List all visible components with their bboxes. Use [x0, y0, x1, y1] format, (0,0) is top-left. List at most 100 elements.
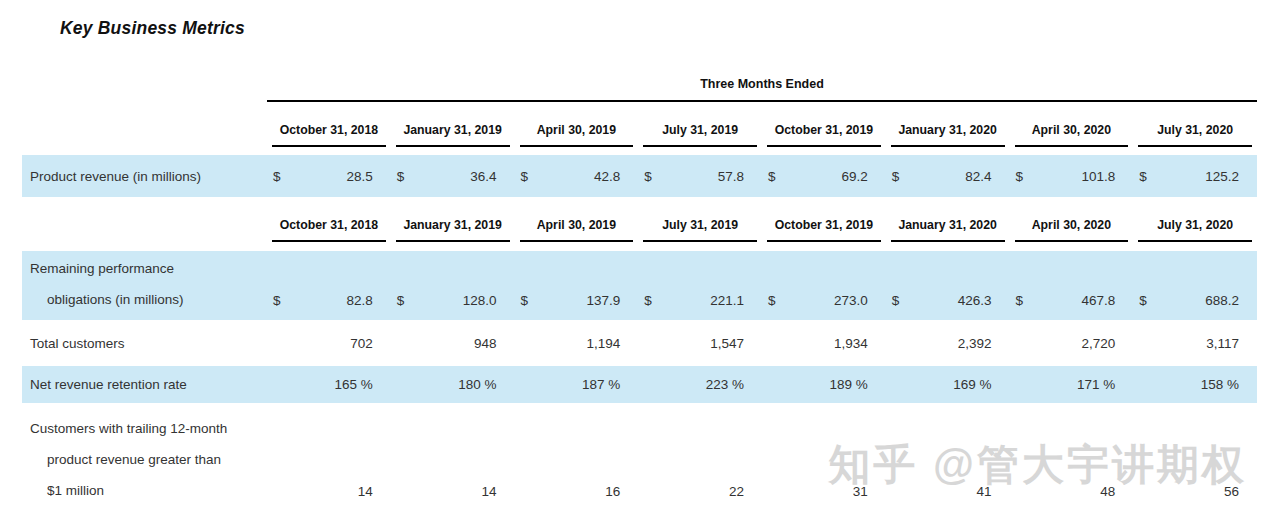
- currency-symbol: $: [644, 293, 652, 308]
- table-cell: $467.8: [1010, 293, 1134, 320]
- table-cell: 223 %: [638, 377, 762, 392]
- row-label-line: Customers with trailing 12-month: [30, 413, 267, 444]
- column-header-rule: [396, 145, 510, 147]
- column-header-label: October 31, 2019: [762, 213, 886, 240]
- cell-value: 14: [358, 484, 373, 499]
- column-header-rule: [767, 240, 881, 242]
- column-header-rule: [891, 145, 1005, 147]
- row-label-line: $1 million: [30, 475, 267, 506]
- document-page: Key Business Metrics Three Months Ended …: [0, 0, 1269, 516]
- row-label-line: Remaining performance: [30, 253, 267, 284]
- cell-value: 223 %: [706, 377, 744, 392]
- cell-value: 187 %: [582, 377, 620, 392]
- column-header: October 31, 2018: [267, 213, 391, 242]
- cell-value: 688.2: [1205, 293, 1239, 308]
- cell-value: 702: [350, 336, 373, 351]
- cell-value: 22: [729, 484, 744, 499]
- currency-symbol: $: [892, 293, 900, 308]
- table-row-total-customers: Total customers7029481,1941,5471,9342,39…: [22, 320, 1257, 366]
- column-header-label: October 31, 2018: [267, 118, 391, 145]
- cell-value: 273.0: [834, 293, 868, 308]
- watermark: 知乎 @管大宇讲期权: [828, 437, 1247, 493]
- table-cell: $426.3: [886, 293, 1010, 320]
- table-cell: $28.5: [267, 169, 391, 184]
- table-cell: 3,117: [1133, 336, 1257, 351]
- cell-value: 180 %: [458, 377, 496, 392]
- column-header-rule: [272, 145, 386, 147]
- column-header-rule: [643, 240, 757, 242]
- table-cell: 187 %: [515, 377, 639, 392]
- currency-symbol: $: [397, 293, 405, 308]
- column-header: July 31, 2020: [1133, 213, 1257, 242]
- table-cell: $273.0: [762, 293, 886, 320]
- cell-value: 165 %: [334, 377, 372, 392]
- cell-value: 3,117: [1206, 336, 1239, 351]
- column-header-label: April 30, 2019: [515, 118, 639, 145]
- table-cell: $82.4: [886, 169, 1010, 184]
- table-cell: 165 %: [267, 377, 391, 392]
- column-header: October 31, 2018: [267, 118, 391, 147]
- column-header-rule: [1138, 145, 1252, 147]
- currency-symbol: $: [521, 293, 529, 308]
- page-title: Key Business Metrics: [60, 18, 1269, 39]
- column-header-rule: [643, 145, 757, 147]
- cell-value: 82.4: [965, 169, 991, 184]
- column-header-label: July 31, 2019: [638, 213, 762, 240]
- column-header: April 30, 2019: [515, 213, 639, 242]
- currency-symbol: $: [397, 169, 405, 184]
- currency-symbol: $: [768, 169, 776, 184]
- group-header-row: Three Months Ended: [22, 77, 1257, 102]
- column-header: October 31, 2019: [762, 118, 886, 147]
- cell-value: 1,547: [710, 336, 744, 351]
- column-header: January 31, 2020: [886, 213, 1010, 242]
- column-header-rule: [272, 240, 386, 242]
- table-cell: $137.9: [515, 293, 639, 320]
- column-header: January 31, 2020: [886, 118, 1010, 147]
- column-header-label: July 31, 2019: [638, 118, 762, 145]
- column-header: July 31, 2020: [1133, 118, 1257, 147]
- cell-value: 28.5: [346, 169, 372, 184]
- table-cell: 1,934: [762, 336, 886, 351]
- table-cell: 180 %: [391, 377, 515, 392]
- table-cell: $36.4: [391, 169, 515, 184]
- table-cell: 16: [515, 484, 639, 511]
- column-header-rule: [767, 145, 881, 147]
- column-header-label: October 31, 2019: [762, 118, 886, 145]
- column-header-label: January 31, 2019: [391, 118, 515, 145]
- date-header-row: October 31, 2018January 31, 2019April 30…: [22, 213, 1257, 242]
- cell-value: 169 %: [953, 377, 991, 392]
- currency-symbol: $: [892, 169, 900, 184]
- date-header-row: October 31, 2018January 31, 2019April 30…: [22, 118, 1257, 147]
- column-header-rule: [1015, 240, 1129, 242]
- table-cell: $42.8: [515, 169, 639, 184]
- column-header-label: July 31, 2020: [1133, 118, 1257, 145]
- cell-value: 137.9: [586, 293, 620, 308]
- currency-symbol: $: [521, 169, 529, 184]
- row-label: Remaining performanceobligations (in mil…: [22, 253, 267, 320]
- column-header-label: January 31, 2020: [886, 118, 1010, 145]
- date-header-spacer: [22, 213, 267, 242]
- table-row-product-revenue: Product revenue (in millions)$28.5$36.4$…: [22, 155, 1257, 197]
- table-cell: 2,720: [1010, 336, 1134, 351]
- table-cell: $82.8: [267, 293, 391, 320]
- column-header-label: July 31, 2020: [1133, 213, 1257, 240]
- column-header: April 30, 2019: [515, 118, 639, 147]
- table-cell: 22: [638, 484, 762, 511]
- column-header-rule: [1015, 145, 1129, 147]
- column-header-rule: [1138, 240, 1252, 242]
- row-label: Net revenue retention rate: [22, 369, 267, 400]
- column-header: April 30, 2020: [1010, 118, 1134, 147]
- table-cell: $69.2: [762, 169, 886, 184]
- column-header-rule: [520, 240, 634, 242]
- column-header-label: January 31, 2019: [391, 213, 515, 240]
- currency-symbol: $: [273, 293, 281, 308]
- table-cell: $57.8: [638, 169, 762, 184]
- column-header-rule: [520, 145, 634, 147]
- table-cell: $101.8: [1010, 169, 1134, 184]
- table-cell: $221.1: [638, 293, 762, 320]
- table-row-net-revenue-retention-rate: Net revenue retention rate 165 % 180 % 187 …: [22, 366, 1257, 403]
- row-label: Product revenue (in millions): [22, 161, 267, 192]
- column-header-label: April 30, 2019: [515, 213, 639, 240]
- cell-value: 14: [481, 484, 496, 499]
- currency-symbol: $: [1016, 169, 1024, 184]
